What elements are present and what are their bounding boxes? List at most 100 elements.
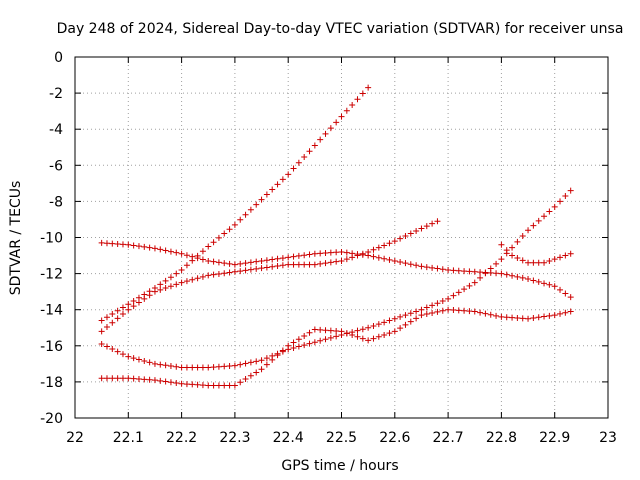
- data-point: [247, 359, 254, 366]
- data-point: [541, 213, 548, 220]
- data-point: [253, 265, 260, 272]
- data-point: [359, 335, 366, 342]
- data-point: [237, 379, 244, 386]
- data-point: [119, 304, 126, 311]
- data-point: [391, 328, 398, 335]
- data-point: [423, 264, 430, 271]
- data-point: [135, 376, 142, 383]
- data-point: [125, 375, 132, 382]
- data-point: [269, 186, 276, 193]
- data-point: [311, 326, 318, 333]
- data-point: [215, 363, 222, 370]
- data-point: [514, 273, 521, 280]
- data-point: [221, 363, 228, 370]
- data-point: [477, 269, 484, 276]
- data-point: [194, 255, 201, 262]
- data-point: [407, 230, 414, 237]
- data-point: [226, 382, 233, 389]
- data-point: [279, 347, 286, 354]
- grid-lines: [75, 57, 608, 418]
- data-point: [407, 318, 414, 325]
- data-point: [338, 248, 345, 255]
- y-tick-label: -8: [49, 194, 63, 210]
- data-point: [541, 280, 548, 287]
- series-sat-b: [98, 218, 441, 335]
- data-point: [434, 265, 441, 272]
- data-point: [167, 379, 174, 386]
- data-marks: [98, 84, 574, 389]
- data-point: [130, 303, 137, 310]
- data-point: [365, 252, 372, 259]
- data-point: [466, 308, 473, 315]
- data-point: [407, 261, 414, 268]
- data-point: [535, 259, 542, 266]
- data-point: [215, 234, 222, 241]
- data-point: [381, 331, 388, 338]
- data-point: [114, 307, 121, 314]
- data-point: [551, 203, 558, 210]
- y-tick-label: -6: [49, 158, 63, 174]
- data-point: [429, 302, 436, 309]
- data-point: [386, 240, 393, 247]
- data-point: [333, 249, 340, 256]
- data-point: [322, 336, 329, 343]
- data-point: [317, 337, 324, 344]
- data-point: [189, 364, 196, 371]
- data-point: [130, 355, 137, 362]
- data-point: [253, 369, 260, 376]
- data-point: [215, 270, 222, 277]
- data-point: [306, 261, 313, 268]
- data-point: [498, 256, 505, 263]
- data-point: [109, 319, 116, 326]
- data-point: [514, 315, 521, 322]
- data-point: [135, 356, 142, 363]
- data-point: [162, 277, 169, 284]
- data-point: [130, 375, 137, 382]
- data-point: [114, 315, 121, 322]
- data-point: [146, 244, 153, 251]
- data-point: [263, 355, 270, 362]
- data-point: [167, 274, 174, 281]
- data-point: [349, 102, 356, 109]
- data-point: [103, 240, 110, 247]
- data-point: [471, 308, 478, 315]
- data-point: [119, 311, 126, 318]
- data-point: [114, 375, 121, 382]
- data-point: [386, 317, 393, 324]
- data-point: [322, 130, 329, 137]
- data-point: [237, 260, 244, 267]
- data-point: [546, 208, 553, 215]
- data-point: [242, 267, 249, 274]
- data-point: [130, 298, 137, 305]
- data-point: [493, 312, 500, 319]
- data-point: [247, 266, 254, 273]
- data-point: [375, 321, 382, 328]
- data-point: [183, 262, 190, 269]
- data-point: [306, 148, 313, 155]
- data-point: [178, 364, 185, 371]
- data-point: [205, 272, 212, 279]
- data-point: [551, 283, 558, 290]
- data-point: [354, 333, 361, 340]
- data-point: [375, 244, 382, 251]
- data-point: [381, 255, 388, 262]
- data-point: [402, 233, 409, 240]
- data-point: [503, 247, 510, 254]
- data-point: [146, 359, 153, 366]
- data-point: [183, 252, 190, 259]
- data-point: [167, 363, 174, 370]
- data-point: [183, 278, 190, 285]
- data-point: [311, 142, 318, 149]
- data-point: [103, 343, 110, 350]
- data-point: [98, 317, 105, 324]
- data-point: [471, 268, 478, 275]
- data-point: [551, 312, 558, 319]
- data-point: [557, 310, 564, 317]
- data-point: [151, 360, 158, 367]
- data-point: [509, 252, 516, 259]
- data-point: [541, 259, 548, 266]
- data-point: [551, 256, 558, 263]
- data-point: [98, 340, 105, 347]
- data-point: [151, 377, 158, 384]
- data-point: [429, 309, 436, 316]
